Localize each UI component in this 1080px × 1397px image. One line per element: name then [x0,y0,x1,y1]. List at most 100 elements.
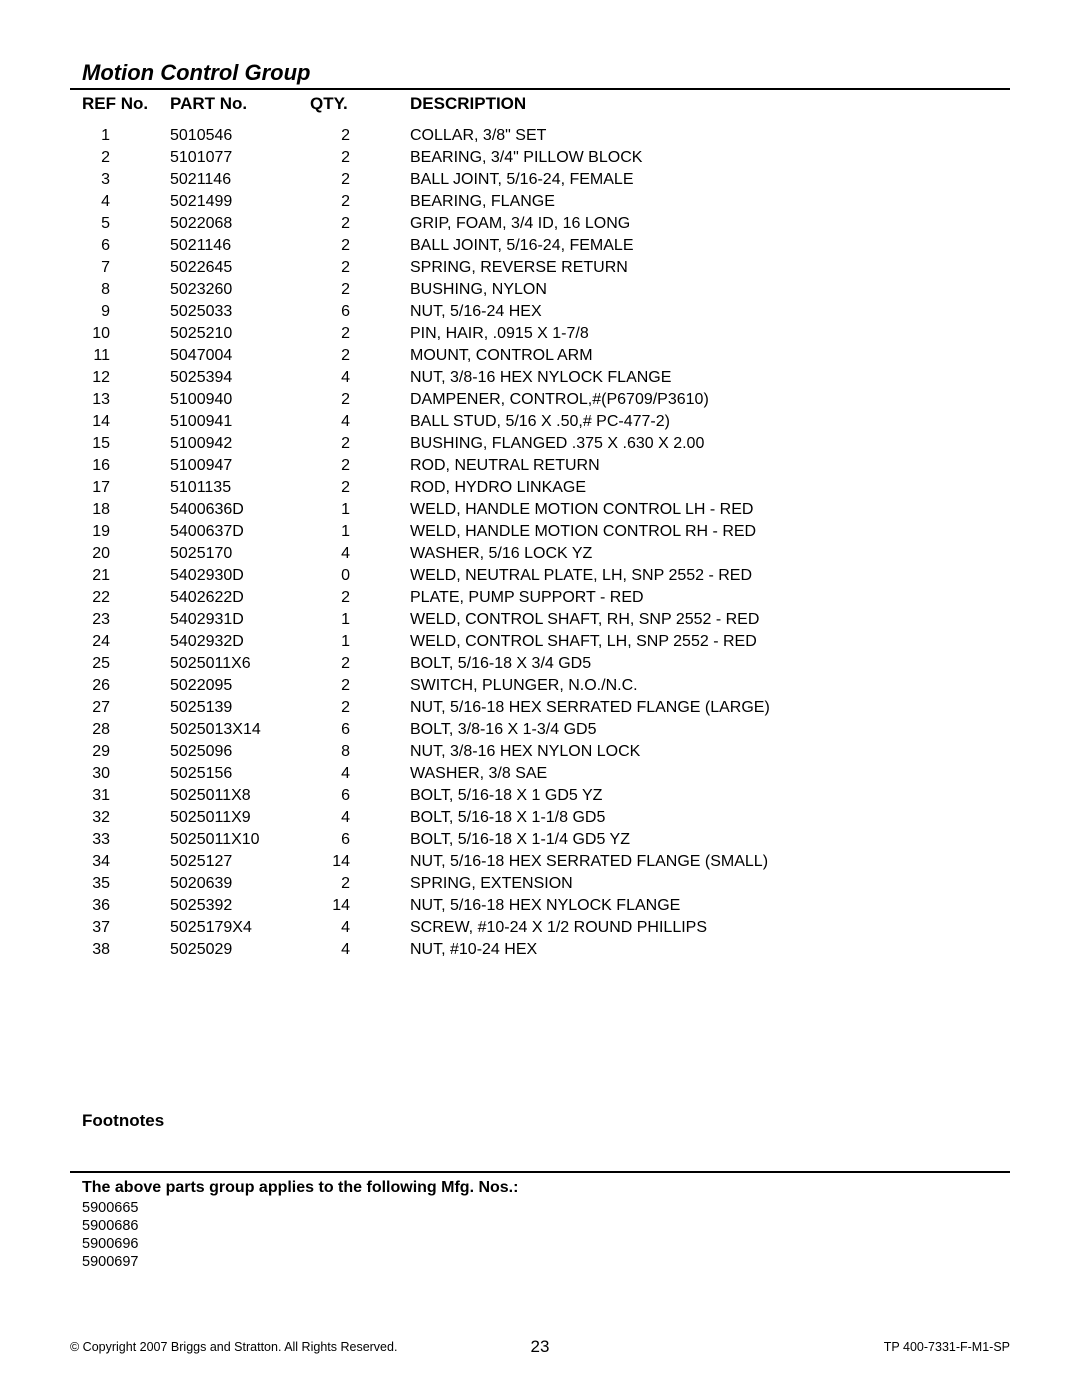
cell-part: 5025033 [170,301,310,323]
cell-desc: COLLAR, 3/8" SET [390,125,1010,147]
table-row: 325025011X94BOLT, 5/16-18 X 1-1/8 GD5 [70,807,1010,829]
cell-part: 5100942 [170,433,310,455]
cell-ref: 25 [70,653,170,675]
cell-qty: 2 [310,125,390,147]
table-row: 225402622D2PLATE, PUMP SUPPORT - RED [70,587,1010,609]
footer-doc-number: TP 400-7331-F-M1-SP [549,1340,1010,1354]
title-rule [70,88,1010,90]
table-row: 315025011X86BOLT, 5/16-18 X 1 GD5 YZ [70,785,1010,807]
cell-ref: 8 [70,279,170,301]
footer-page-number: 23 [531,1337,550,1357]
cell-qty: 2 [310,323,390,345]
cell-ref: 15 [70,433,170,455]
cell-ref: 3 [70,169,170,191]
cell-ref: 2 [70,147,170,169]
cell-part: 5021499 [170,191,310,213]
cell-part: 5025011X9 [170,807,310,829]
cell-qty: 0 [310,565,390,587]
cell-desc: WASHER, 3/8 SAE [390,763,1010,785]
cell-qty: 14 [310,895,390,917]
cell-desc: BUSHING, FLANGED .375 X .630 X 2.00 [390,433,1010,455]
cell-part: 5025392 [170,895,310,917]
cell-desc: BOLT, 5/16-18 X 1-1/8 GD5 [390,807,1010,829]
table-row: 34502512714NUT, 5/16-18 HEX SERRATED FLA… [70,851,1010,873]
cell-part: 5020639 [170,873,310,895]
cell-ref: 1 [70,125,170,147]
cell-qty: 2 [310,257,390,279]
cell-ref: 6 [70,235,170,257]
cell-desc: NUT, 5/16-18 HEX SERRATED FLANGE (SMALL) [390,851,1010,873]
cell-qty: 2 [310,697,390,719]
cell-desc: WELD, NEUTRAL PLATE, LH, SNP 2552 - RED [390,565,1010,587]
cell-qty: 2 [310,455,390,477]
cell-part: 5400636D [170,499,310,521]
cell-desc: BEARING, 3/4" PILLOW BLOCK [390,147,1010,169]
cell-desc: NUT, #10-24 HEX [390,939,1010,961]
table-row: 1050252102PIN, HAIR, .0915 X 1-7/8 [70,323,1010,345]
table-row: 185400636D1WELD, HANDLE MOTION CONTROL L… [70,499,1010,521]
cell-desc: SCREW, #10-24 X 1/2 ROUND PHILLIPS [390,917,1010,939]
mfg-number: 5900697 [82,1253,1010,1271]
cell-desc: BUSHING, NYLON [390,279,1010,301]
cell-desc: NUT, 5/16-18 HEX SERRATED FLANGE (LARGE) [390,697,1010,719]
cell-ref: 14 [70,411,170,433]
cell-ref: 37 [70,917,170,939]
table-row: 350211462BALL JOINT, 5/16-24, FEMALE [70,169,1010,191]
table-row: 375025179X44SCREW, #10-24 X 1/2 ROUND PH… [70,917,1010,939]
cell-ref: 9 [70,301,170,323]
cell-qty: 4 [310,807,390,829]
cell-part: 5101135 [170,477,310,499]
cell-qty: 4 [310,763,390,785]
cell-desc: PIN, HAIR, .0915 X 1-7/8 [390,323,1010,345]
cell-ref: 21 [70,565,170,587]
cell-qty: 2 [310,477,390,499]
mfg-number: 5900665 [82,1199,1010,1217]
cell-desc: DAMPENER, CONTROL,#(P6709/P3610) [390,389,1010,411]
cell-qty: 4 [310,939,390,961]
table-row: 251010772BEARING, 3/4" PILLOW BLOCK [70,147,1010,169]
cell-qty: 2 [310,675,390,697]
cell-ref: 20 [70,543,170,565]
cell-ref: 23 [70,609,170,631]
table-row: 3550206392SPRING, EXTENSION [70,873,1010,895]
cell-qty: 6 [310,301,390,323]
cell-qty: 1 [310,521,390,543]
cell-desc: WELD, CONTROL SHAFT, LH, SNP 2552 - RED [390,631,1010,653]
cell-desc: NUT, 5/16-24 HEX [390,301,1010,323]
mfg-number: 5900696 [82,1235,1010,1253]
table-row: 2950250968NUT, 3/8-16 HEX NYLON LOCK [70,741,1010,763]
table-row: 195400637D1WELD, HANDLE MOTION CONTROL R… [70,521,1010,543]
table-row: 2750251392NUT, 5/16-18 HEX SERRATED FLAN… [70,697,1010,719]
cell-desc: BALL JOINT, 5/16-24, FEMALE [390,169,1010,191]
cell-qty: 2 [310,169,390,191]
cell-ref: 7 [70,257,170,279]
col-header-part: PART No. [170,94,310,114]
cell-desc: ROD, NEUTRAL RETURN [390,455,1010,477]
cell-ref: 18 [70,499,170,521]
cell-part: 5022068 [170,213,310,235]
cell-ref: 29 [70,741,170,763]
cell-part: 5021146 [170,169,310,191]
cell-qty: 2 [310,587,390,609]
cell-ref: 19 [70,521,170,543]
table-row: 1250253944NUT, 3/8-16 HEX NYLOCK FLANGE [70,367,1010,389]
cell-part: 5101077 [170,147,310,169]
table-row: 450214992BEARING, FLANGE [70,191,1010,213]
cell-ref: 17 [70,477,170,499]
table-row: 1651009472ROD, NEUTRAL RETURN [70,455,1010,477]
table-row: 1551009422BUSHING, FLANGED .375 X .630 X… [70,433,1010,455]
cell-ref: 33 [70,829,170,851]
cell-qty: 6 [310,829,390,851]
cell-ref: 10 [70,323,170,345]
cell-ref: 13 [70,389,170,411]
cell-qty: 8 [310,741,390,763]
table-header-row: REF No. PART No. QTY. DESCRIPTION [70,92,1010,121]
table-row: 1351009402DAMPENER, CONTROL,#(P6709/P361… [70,389,1010,411]
table-row: 950250336NUT, 5/16-24 HEX [70,301,1010,323]
cell-part: 5025011X6 [170,653,310,675]
cell-part: 5025096 [170,741,310,763]
cell-ref: 35 [70,873,170,895]
cell-desc: WASHER, 5/16 LOCK YZ [390,543,1010,565]
cell-qty: 4 [310,367,390,389]
cell-qty: 2 [310,345,390,367]
